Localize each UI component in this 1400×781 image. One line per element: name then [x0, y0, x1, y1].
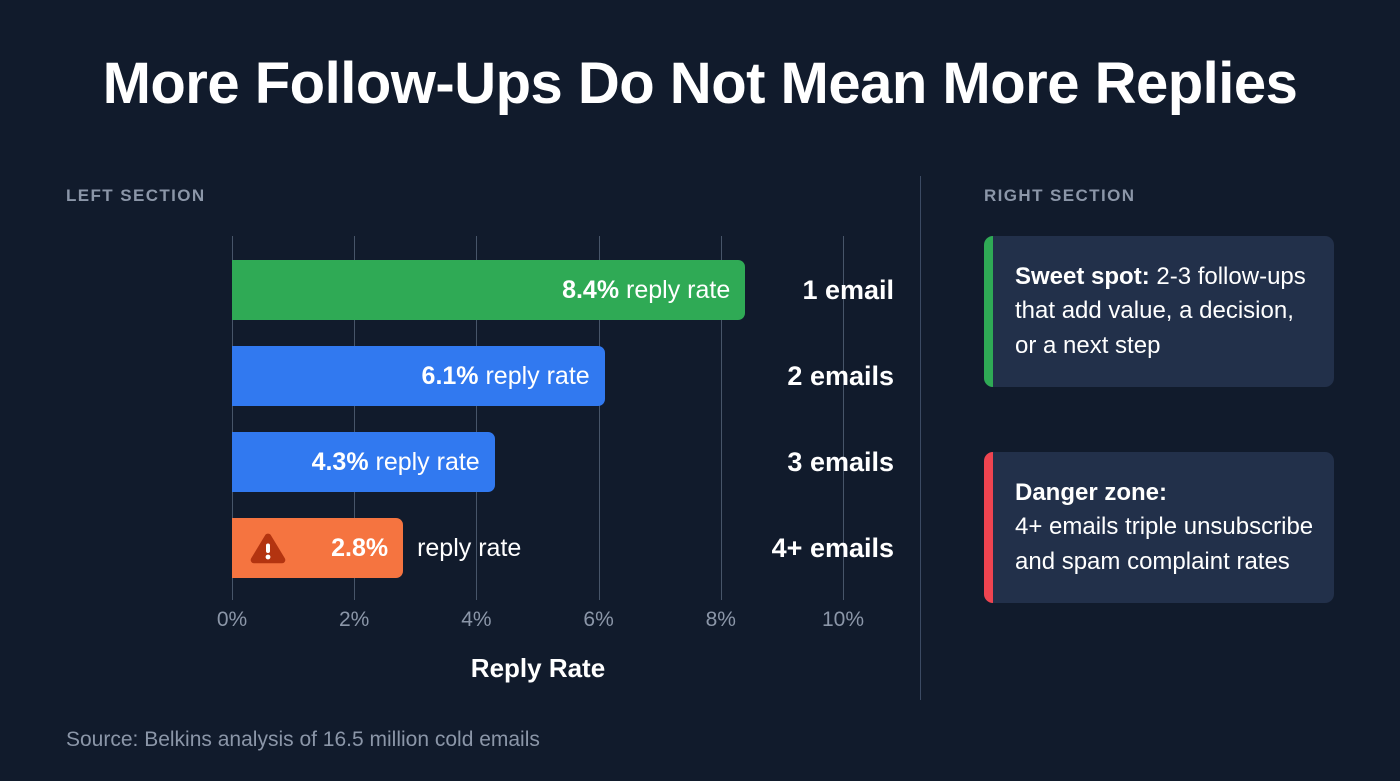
bar-category-label: 1 email	[802, 274, 894, 305]
bar-value-unit: reply rate	[619, 275, 731, 304]
x-tick-label: 0%	[216, 608, 248, 631]
card-body: Danger zone: 4+ emails triple unsubscribe…	[993, 452, 1334, 603]
card-lead: Danger zone:	[1015, 479, 1168, 506]
insight-card-danger-zone: Danger zone: 4+ emails triple unsubscribe…	[984, 452, 1334, 603]
bar-category-label: 2 emails	[787, 360, 894, 391]
bar[interactable]: 4.3% reply rate	[232, 432, 495, 492]
bar-value-label: 8.4% reply rate	[562, 275, 731, 304]
bar-value-number: 8.4%	[562, 275, 620, 304]
card-lead: Sweet spot:	[1015, 263, 1150, 290]
bar-value-number: 6.1%	[421, 361, 479, 390]
bar-value-label: 4.3% reply rate	[311, 447, 480, 476]
card-text: 4+ emails triple unsubscribe and spam co…	[1015, 513, 1314, 575]
gridline	[232, 236, 233, 600]
bar-chart: 0% 2% 4% 6% 8% 10% 1 email 8.4% reply rate 2 em…	[0, 236, 920, 683]
x-tick-label: 2%	[339, 608, 370, 631]
card-text: 2-3 follow-ups that add value, a decisio…	[1015, 263, 1306, 359]
warning-triangle-icon	[250, 533, 286, 564]
x-tick-label: 6%	[583, 608, 614, 631]
gridline	[354, 236, 356, 600]
x-tick-label: 4%	[461, 608, 492, 631]
gridline	[843, 236, 844, 600]
bar-value-label: 2.8%	[331, 533, 389, 562]
panel-divider	[920, 176, 921, 700]
bar-category-label: 4+ emails	[771, 532, 894, 563]
bar[interactable]: 8.4% reply rate	[232, 260, 746, 320]
bar-row: 4+ emails reply rate 2.8%	[0, 518, 920, 578]
x-tick-label: 8%	[705, 608, 736, 631]
bar[interactable]: 6.1% reply rate	[232, 346, 605, 406]
bar-row: 1 email 8.4% reply rate	[0, 260, 920, 320]
bar-value-unit: reply rate	[478, 361, 590, 390]
page-title: More Follow-Ups Do Not Mean More Replies	[102, 51, 1298, 116]
bar-category-label: 3 emails	[787, 446, 894, 477]
x-tick-label: 10%	[821, 608, 865, 631]
card-body: Sweet spot: 2-3 follow-ups that add valu…	[993, 236, 1334, 387]
bar-row: 2 emails 6.1% reply rate	[0, 346, 920, 406]
insight-card-sweet-spot: Sweet spot: 2-3 follow-ups that add valu…	[984, 236, 1334, 387]
bar-value-number: 4.3%	[311, 447, 369, 476]
bar-value-unit: reply rate	[368, 447, 480, 476]
bar-value-unit: reply rate	[417, 533, 522, 562]
source-note: Source: Belkins analysis of 16.5 million…	[66, 728, 540, 751]
gridline	[476, 236, 478, 600]
gridline	[720, 236, 722, 600]
card-accent-bar	[984, 452, 993, 603]
x-axis-title: Reply Rate	[470, 653, 606, 683]
gridline	[598, 236, 600, 600]
left-section-label: LEFT SECTION	[66, 186, 206, 205]
bar-value-number: 2.8%	[331, 533, 389, 562]
bar-row: 3 emails 4.3% reply rate	[0, 432, 920, 492]
right-section-label: RIGHT SECTION	[984, 186, 1136, 205]
bar[interactable]: 2.8%	[232, 518, 404, 578]
card-accent-bar	[984, 236, 993, 387]
bar-value-label: 6.1% reply rate	[421, 361, 590, 390]
